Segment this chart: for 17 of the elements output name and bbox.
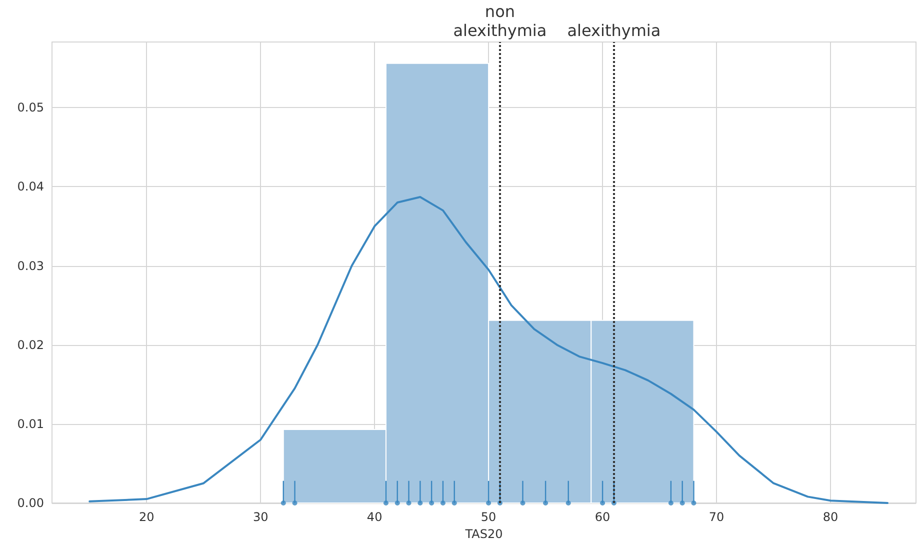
y-tick-label: 0.05 bbox=[17, 100, 44, 115]
y-tick-label: 0.04 bbox=[17, 180, 44, 194]
ref-line-label: non alexithymia bbox=[453, 2, 547, 40]
x-tick-label: 70 bbox=[708, 510, 724, 524]
y-tick-label: 0.00 bbox=[17, 496, 44, 510]
y-tick-label: 0.03 bbox=[17, 258, 44, 273]
x-tick-label: 20 bbox=[138, 510, 154, 524]
x-tick-label: 80 bbox=[822, 510, 838, 524]
x-tick-label: 30 bbox=[252, 510, 268, 524]
x-tick-label: 40 bbox=[366, 510, 382, 524]
x-tick-label: 60 bbox=[594, 510, 610, 524]
y-tick-label: 0.02 bbox=[17, 338, 44, 352]
ref-line-label: alexithymia bbox=[567, 21, 661, 40]
x-tick-label: 50 bbox=[480, 510, 496, 524]
x-axis-title: TAS20 bbox=[464, 526, 503, 541]
y-tick-label: 0.01 bbox=[17, 416, 44, 431]
line-series bbox=[88, 196, 889, 504]
